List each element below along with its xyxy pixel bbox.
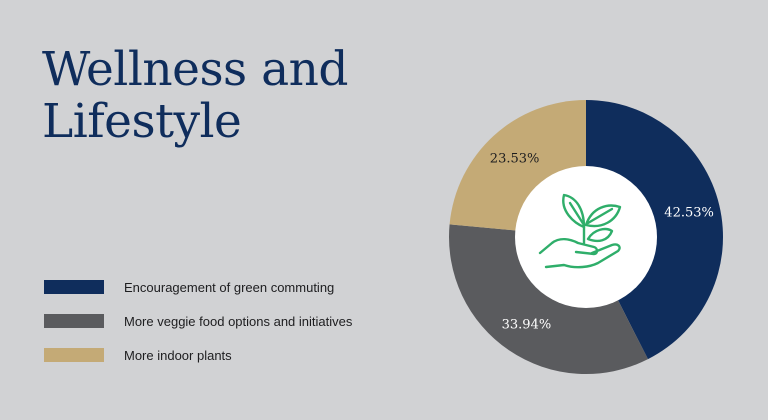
donut-center bbox=[515, 166, 657, 308]
legend-swatch-tan bbox=[44, 348, 104, 362]
legend-item-veggie-food: More veggie food options and initiatives bbox=[44, 304, 352, 338]
legend-label: More indoor plants bbox=[124, 347, 232, 363]
chart-legend: Encouragement of green commuting More ve… bbox=[44, 270, 352, 372]
legend-swatch-navy bbox=[44, 280, 104, 294]
slice-labels: 42.53% 33.94% 23.53% bbox=[490, 152, 714, 333]
legend-label: Encouragement of green commuting bbox=[124, 279, 335, 295]
title-line-1: Wellness and bbox=[42, 42, 349, 97]
legend-item-green-commuting: Encouragement of green commuting bbox=[44, 270, 352, 304]
plant-in-hand-icon bbox=[538, 193, 622, 269]
legend-swatch-gray bbox=[44, 314, 104, 328]
page-title: Wellness and Lifestyle bbox=[42, 42, 349, 149]
slice-label-2: 23.53% bbox=[490, 152, 540, 167]
legend-label: More veggie food options and initiatives bbox=[124, 313, 353, 329]
legend-item-indoor-plants: More indoor plants bbox=[44, 338, 352, 372]
title-line-2: Lifestyle bbox=[42, 94, 242, 149]
slice-label-1: 33.94% bbox=[502, 318, 552, 333]
slice-label-0: 42.53% bbox=[664, 205, 714, 220]
